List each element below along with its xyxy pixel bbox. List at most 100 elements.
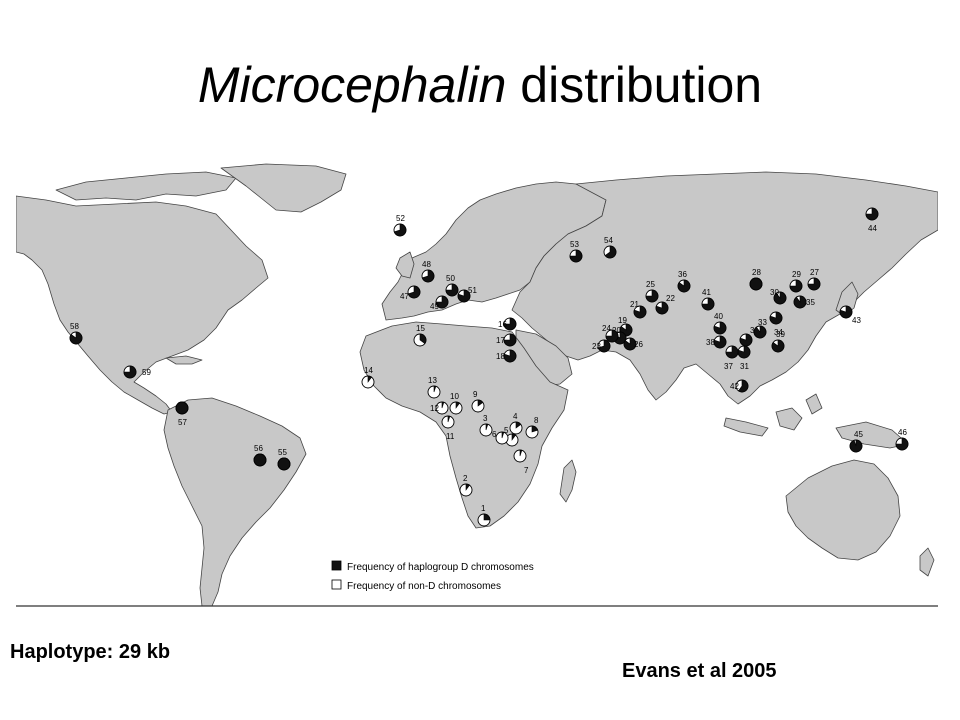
title-italic-part: Microcephalin xyxy=(197,57,507,113)
population-number: 12 xyxy=(430,404,439,413)
population-number: 45 xyxy=(854,430,863,439)
population-pie-26: 26 xyxy=(623,337,643,351)
population-number: 13 xyxy=(428,376,437,385)
population-pie-18: 18 xyxy=(496,349,517,363)
pie-d-slice xyxy=(421,269,435,283)
population-number: 30 xyxy=(770,288,779,297)
pie-d-slice xyxy=(483,513,491,521)
population-number: 8 xyxy=(534,416,539,425)
pie-d-slice xyxy=(604,245,617,259)
population-number: 34 xyxy=(774,328,783,337)
population-pie-5: 5 xyxy=(504,426,519,447)
pie-d-slice xyxy=(419,333,427,344)
madagascar xyxy=(559,459,577,503)
pie-d-slice xyxy=(773,291,787,305)
population-pie-25: 25 xyxy=(645,280,659,303)
british-isles xyxy=(395,251,415,279)
slide-title: Microcephalin distribution xyxy=(0,56,960,114)
population-number: 10 xyxy=(450,392,459,401)
population-pie-7: 7 xyxy=(513,449,529,475)
pie-d-slice xyxy=(511,433,516,441)
population-pie-48: 48 xyxy=(421,260,435,283)
pie-d-slice xyxy=(725,345,739,359)
population-pie-55: 55 xyxy=(277,448,291,471)
north-america xyxy=(16,195,269,415)
legend-dark-swatch xyxy=(331,560,342,571)
population-pie-47: 47 xyxy=(400,285,421,301)
population-number: 19 xyxy=(618,316,627,325)
pie-d-slice xyxy=(503,349,517,363)
population-pie-41: 41 xyxy=(701,288,715,311)
population-number: 50 xyxy=(446,274,455,283)
population-number: 24 xyxy=(602,324,611,333)
population-number: 46 xyxy=(898,428,907,437)
population-number: 35 xyxy=(806,298,815,307)
population-number: 33 xyxy=(758,318,767,327)
pie-d-slice xyxy=(519,449,523,457)
population-number: 53 xyxy=(570,240,579,249)
pie-d-slice xyxy=(123,365,137,379)
population-pie-53: 53 xyxy=(569,240,583,263)
population-pie-16: 16 xyxy=(498,317,517,331)
population-number: 56 xyxy=(254,444,263,453)
population-pie-12: 12 xyxy=(430,401,449,415)
pie-d-slice xyxy=(501,431,505,439)
pie-d-slice xyxy=(701,297,715,311)
pie-d-slice xyxy=(465,483,470,491)
pie-d-slice xyxy=(277,457,291,471)
population-pie-29: 29 xyxy=(789,270,803,293)
asia xyxy=(511,171,938,405)
pie-d-slice xyxy=(623,337,637,351)
population-number: 4 xyxy=(513,412,518,421)
pie-d-slice xyxy=(515,421,522,429)
pie-d-slice xyxy=(445,283,459,297)
population-pie-38: 38 xyxy=(706,335,727,349)
population-pie-56: 56 xyxy=(253,444,267,467)
population-number: 22 xyxy=(666,294,675,303)
population-pie-45: 45 xyxy=(849,430,863,453)
population-number: 47 xyxy=(400,292,409,301)
pie-d-slice xyxy=(739,333,753,347)
arctic-islands xyxy=(55,171,237,201)
population-pie-4: 4 xyxy=(509,412,523,435)
population-pie-3: 3 xyxy=(479,414,493,437)
pie-d-slice xyxy=(677,279,691,293)
population-pie-49: 49 xyxy=(430,295,449,311)
population-pie-42: 42 xyxy=(730,379,749,393)
population-pie-13: 13 xyxy=(427,376,441,399)
population-pie-46: 46 xyxy=(895,428,909,451)
pie-d-slice xyxy=(895,437,909,451)
population-pie-22: 22 xyxy=(655,294,675,315)
population-number: 42 xyxy=(730,382,739,391)
population-pie-11: 11 xyxy=(441,415,455,441)
caribbean-islands xyxy=(165,355,203,365)
population-number: 55 xyxy=(278,448,287,457)
population-number: 43 xyxy=(852,316,861,325)
population-pie-2: 2 xyxy=(459,474,473,497)
population-pie-35: 35 xyxy=(793,295,815,309)
population-number: 7 xyxy=(524,466,529,475)
pie-d-slice xyxy=(433,385,437,393)
population-number: 49 xyxy=(430,302,439,311)
pie-d-slice xyxy=(485,423,489,431)
population-number: 2 xyxy=(463,474,468,483)
population-number: 48 xyxy=(422,260,431,269)
population-number: 5 xyxy=(504,426,509,435)
population-pie-24: 24 xyxy=(602,324,619,343)
population-number: 16 xyxy=(498,320,507,329)
population-number: 27 xyxy=(810,268,819,277)
south-america xyxy=(163,397,307,607)
pie-d-slice xyxy=(447,415,451,423)
pie-d-slice xyxy=(849,439,863,453)
population-pie-23: 23 xyxy=(592,339,611,353)
southeast-asia-islands xyxy=(723,393,823,437)
pie-d-slice xyxy=(435,295,449,309)
pie-d-slice xyxy=(771,339,785,353)
pie-d-slice xyxy=(569,249,583,263)
pie-d-slice xyxy=(175,401,189,415)
pie-d-slice xyxy=(407,285,421,299)
population-pie-43: 43 xyxy=(839,305,861,325)
population-number: 31 xyxy=(740,362,749,371)
pie-d-slice xyxy=(839,305,853,319)
